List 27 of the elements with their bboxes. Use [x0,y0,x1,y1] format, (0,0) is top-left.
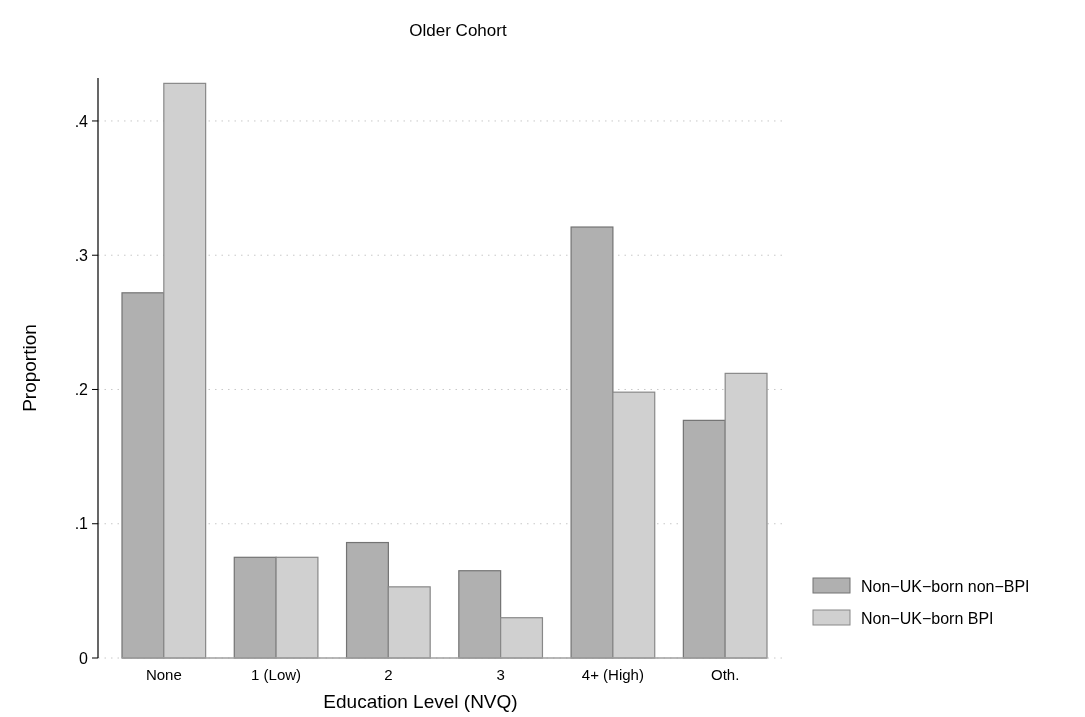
y-tick-label: .2 [74,381,89,399]
y-axis-title: Proportion [19,324,40,412]
bar [233,556,277,659]
x-tick-label: Oth. [711,666,740,683]
bar [121,292,165,659]
x-tick-label: 3 [496,666,505,683]
x-tick-label: None [145,666,182,683]
bar [163,82,207,659]
bar [458,570,502,659]
bar [387,586,431,659]
y-tick-label: .3 [74,246,89,264]
bar [345,541,389,659]
y-tick-label: 0 [79,649,89,667]
y-tick-label: .1 [74,515,89,533]
bar [682,419,726,659]
y-tick-label: .4 [74,112,89,130]
legend-label: Non−UK−born BPI [861,609,994,627]
x-tick-label: 4+ (High) [581,666,644,683]
bar [612,391,656,659]
x-tick-label: 1 (Low) [251,666,302,683]
x-tick-label: 2 [384,666,393,683]
bar [570,226,614,659]
bar [275,556,319,659]
legend-label: Non−UK−born non−BPI [861,577,1030,595]
bar [500,617,544,659]
x-axis-title: Education Level (NVQ) [323,691,518,712]
chart-title: Older Cohort [409,21,507,40]
